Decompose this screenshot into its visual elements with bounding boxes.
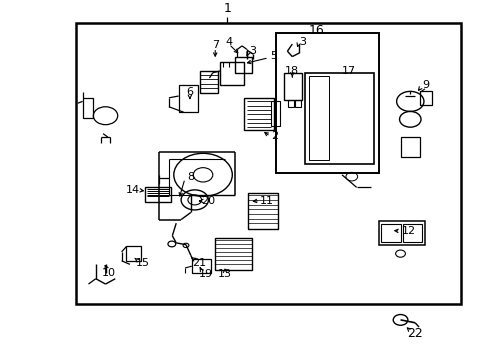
Text: 13: 13 [218,269,231,279]
Text: 3: 3 [299,37,306,46]
Text: 9: 9 [422,80,428,90]
Bar [248,193,277,229]
Text: 8: 8 [187,172,194,181]
Text: 19: 19 [198,269,212,279]
Bar [283,73,302,100]
Text: 20: 20 [201,196,215,206]
Text: 18: 18 [285,66,299,76]
Bar [199,71,218,93]
Bar [191,259,211,273]
Text: 5: 5 [270,51,277,61]
Text: 7: 7 [211,40,218,50]
Bar [400,137,419,157]
Text: 21: 21 [192,258,206,267]
Bar [215,238,251,270]
Bar [403,224,421,242]
Text: 6: 6 [186,87,193,97]
Text: 17: 17 [341,66,355,76]
Bar [178,85,198,112]
Text: 3: 3 [248,45,255,55]
Text: 12: 12 [402,226,415,236]
Text: 10: 10 [102,267,116,278]
Text: 11: 11 [259,195,273,206]
Bar [126,247,141,261]
Text: 22: 22 [407,327,422,340]
Bar [234,57,251,73]
Text: 16: 16 [308,24,324,37]
Bar [305,73,373,164]
Text: 15: 15 [136,258,150,267]
Bar [220,62,243,85]
Bar [308,76,329,161]
Bar [380,224,400,242]
Text: 2: 2 [271,131,278,141]
Text: 1: 1 [223,3,231,15]
Bar [288,100,294,107]
Text: 14: 14 [126,185,140,195]
Bar [295,100,301,107]
Bar [244,98,273,130]
Bar [419,91,431,105]
Bar [82,98,93,117]
Bar [378,221,424,245]
Bar [271,102,280,126]
Bar [144,187,171,202]
Text: 4: 4 [225,37,232,46]
Bar [276,33,378,173]
Bar [76,23,461,304]
